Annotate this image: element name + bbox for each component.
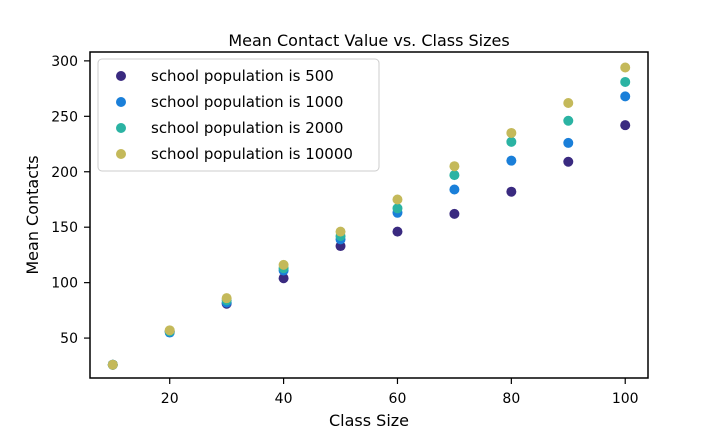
data-point [278,273,289,284]
y-tick-label: 50 [60,331,78,347]
data-point [620,76,631,87]
data-point [563,98,574,109]
y-tick-label: 250 [51,109,78,125]
legend: school population is 500 school populatio… [97,58,380,172]
data-point [449,184,460,195]
data-point [278,259,289,270]
x-tick-label: 40 [275,391,293,407]
data-point [563,115,574,126]
x-tick-label: 20 [161,391,179,407]
data-point [506,186,517,197]
data-point [107,359,118,370]
data-points [107,62,631,370]
data-point [392,226,403,237]
y-axis-label: Mean Contacts [23,155,42,274]
data-point [620,62,631,73]
data-point [164,325,175,336]
legend-label: school population is 2000 [151,119,343,137]
data-point [449,170,460,181]
legend-label: school population is 1000 [151,93,343,111]
x-axis: 20 40 60 80 100 [161,378,639,407]
x-axis-label: Class Size [329,411,409,430]
legend-marker [116,97,126,107]
x-tick-label: 100 [612,391,639,407]
y-tick-label: 200 [51,165,78,181]
x-tick-label: 60 [389,391,407,407]
legend-label: school population is 10000 [151,145,353,163]
y-axis: 50 100 150 200 250 300 [51,54,90,347]
legend-box [97,58,380,172]
data-point [392,203,403,214]
data-point [449,161,460,172]
data-point [563,156,574,167]
data-point [335,226,346,237]
data-point [506,155,517,166]
chart-title: Mean Contact Value vs. Class Sizes [228,31,509,50]
data-point [392,194,403,205]
data-point [506,127,517,138]
data-point [506,136,517,147]
legend-marker [116,123,126,133]
data-point [563,137,574,148]
y-tick-label: 100 [51,276,78,292]
y-tick-label: 150 [51,220,78,236]
legend-marker [116,149,126,159]
data-point [221,293,232,304]
data-point [620,120,631,131]
legend-marker [116,71,126,81]
plot-area [89,51,649,379]
data-point [620,91,631,102]
x-tick-label: 80 [502,391,520,407]
data-point [449,208,460,219]
legend-label: school population is 500 [151,67,334,85]
y-tick-label: 300 [51,54,78,70]
